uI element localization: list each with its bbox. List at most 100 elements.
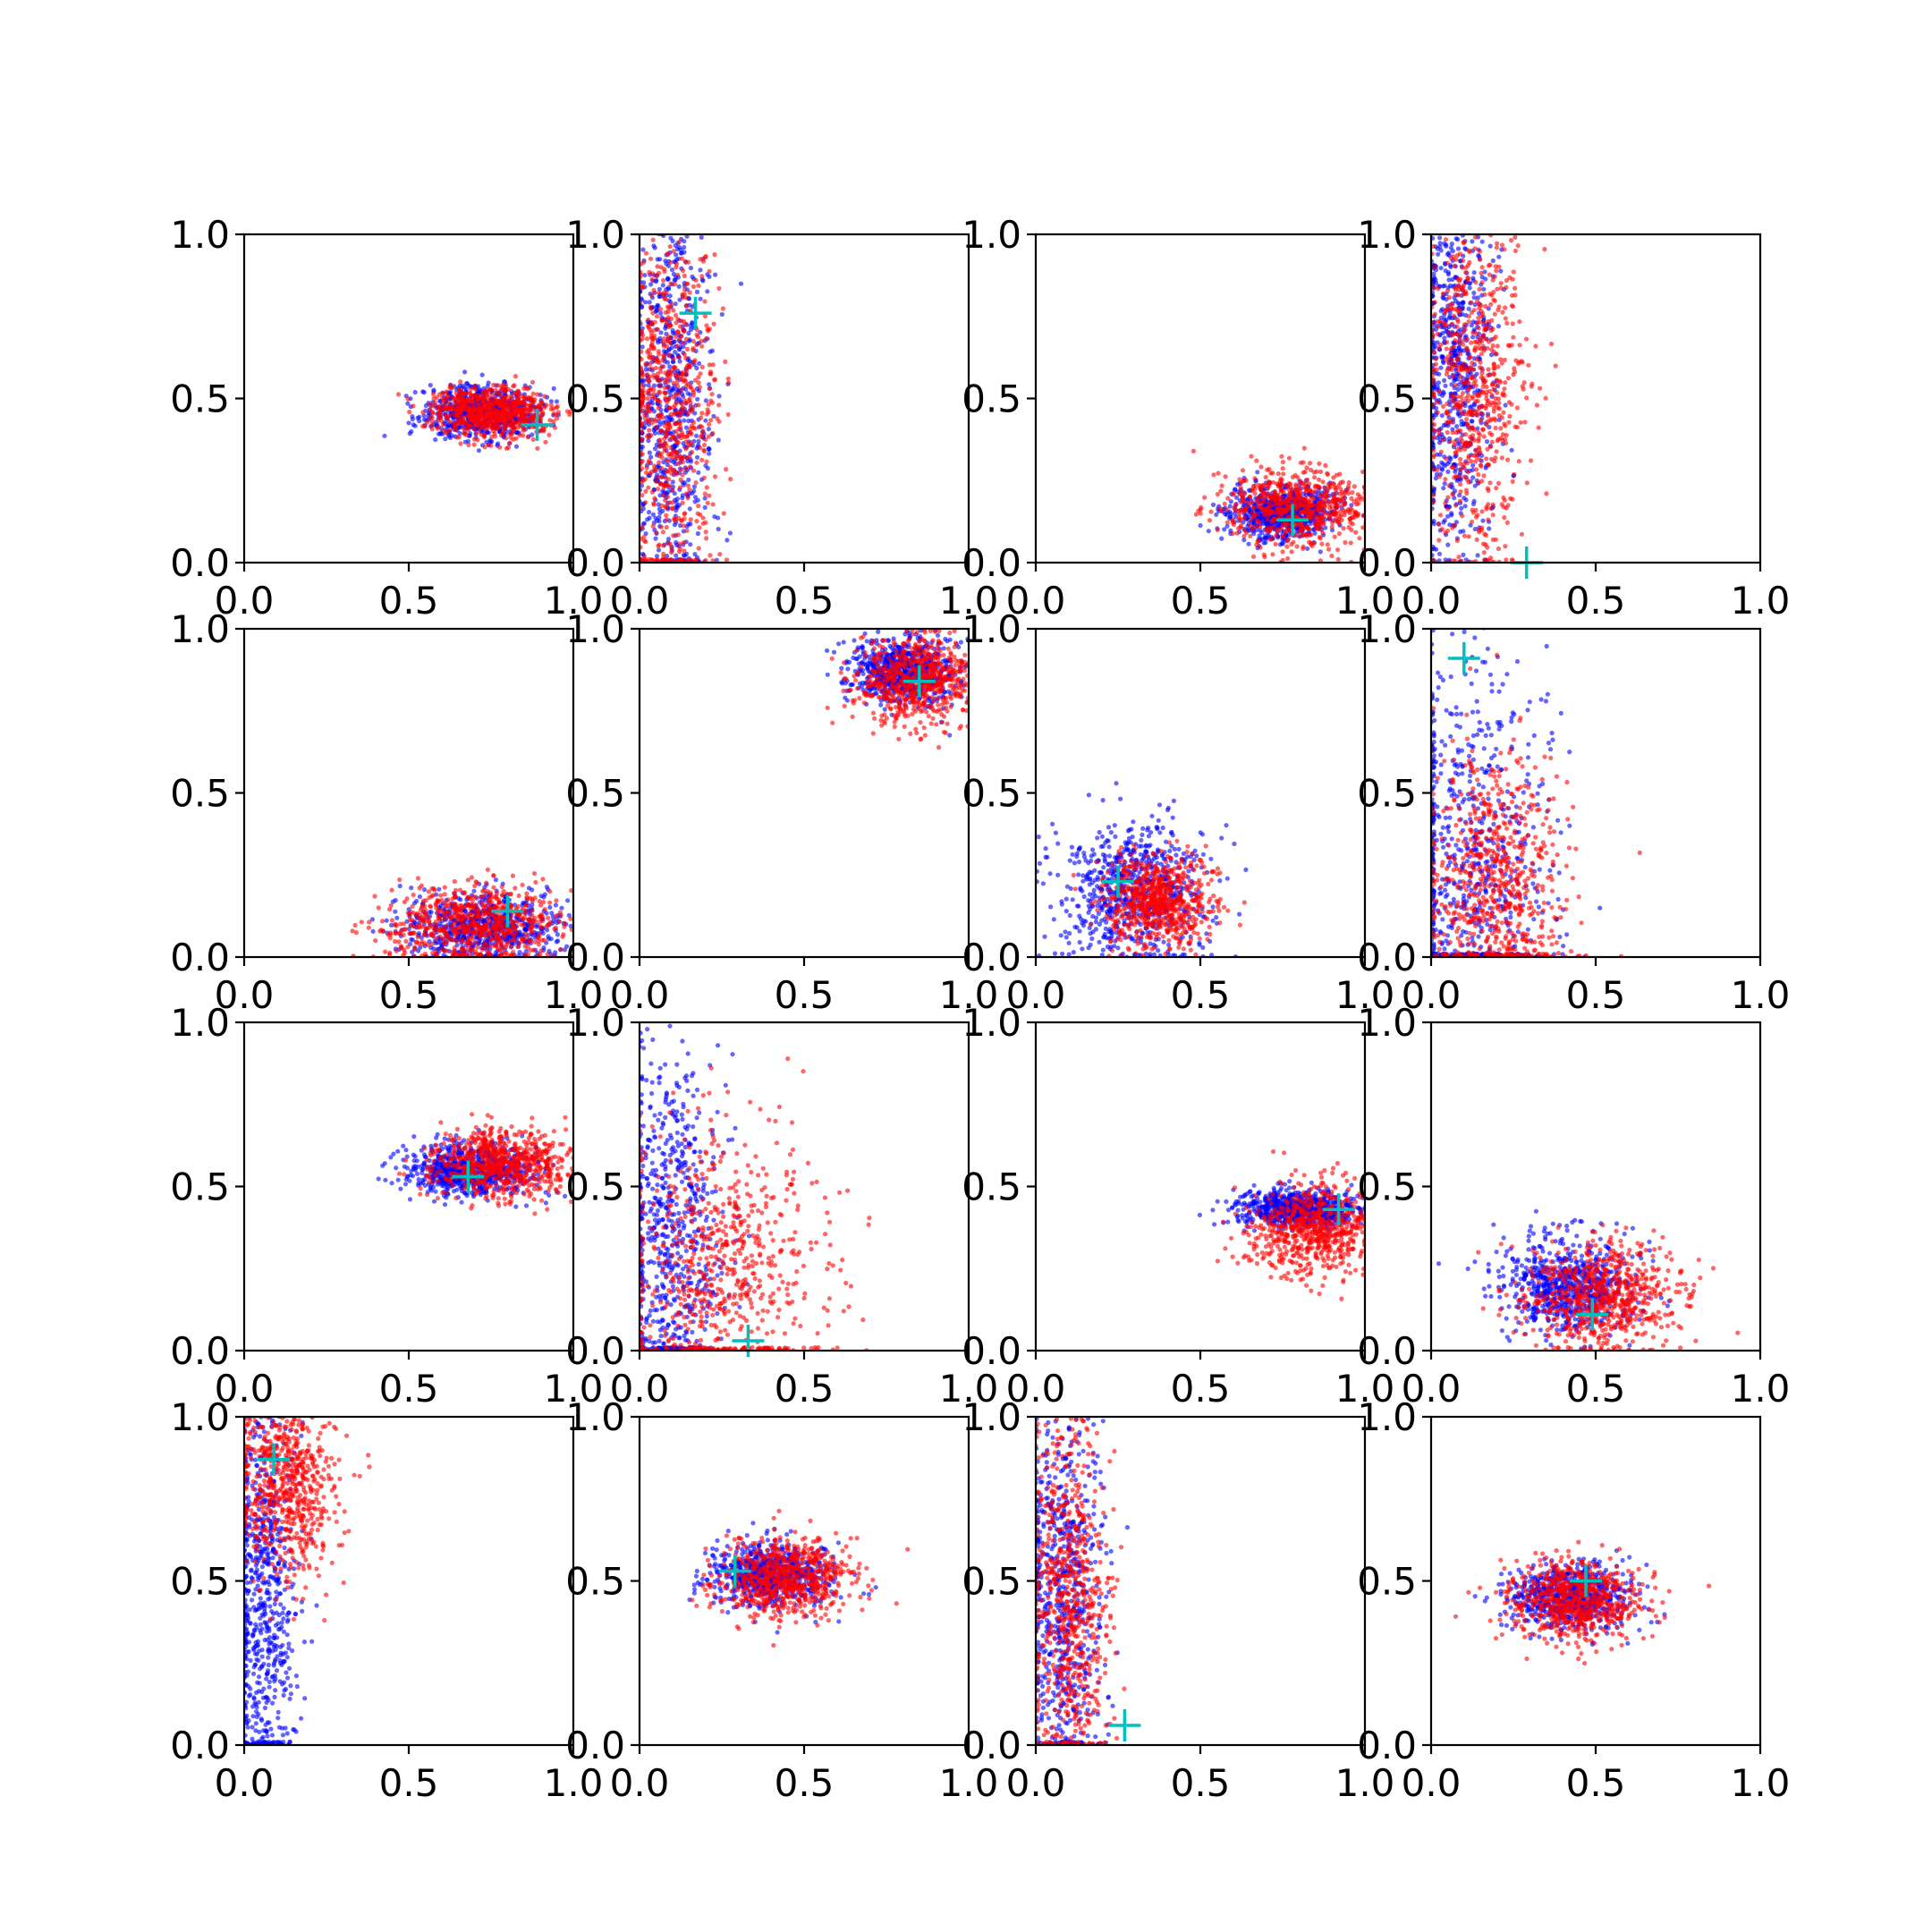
scatter-point <box>1462 504 1468 509</box>
subplot-2: 0.0 0.5 1.00.00.51.0 <box>565 213 998 623</box>
scatter-point <box>699 343 705 349</box>
scatter-point <box>670 434 675 439</box>
scatter-point <box>661 336 667 342</box>
centroid-marker <box>1276 504 1309 537</box>
scatter-point <box>660 530 666 535</box>
scatter-point <box>1292 521 1298 526</box>
scatter-point <box>1312 530 1318 536</box>
scatter-point <box>501 412 507 419</box>
scatter-point <box>487 387 493 393</box>
scatter-point <box>1431 350 1436 355</box>
scatter-point <box>653 419 658 424</box>
scatter-point <box>504 385 509 390</box>
scatter-point <box>1445 251 1450 257</box>
scatter-point <box>529 403 534 410</box>
scatter-point <box>708 553 713 558</box>
scatter-point <box>1440 354 1445 360</box>
scatter-point <box>698 267 703 273</box>
scatter-point <box>723 359 728 364</box>
scatter-point <box>1449 382 1454 387</box>
scatter-point <box>674 261 680 267</box>
scatter-point <box>662 269 667 275</box>
scatter-point <box>1198 522 1203 529</box>
scatter-point <box>641 521 648 526</box>
scatter-point <box>436 392 442 397</box>
scatter-point <box>701 442 708 448</box>
scatter-point <box>450 395 456 401</box>
scatter-point <box>547 418 553 423</box>
scatter-point <box>1322 510 1327 515</box>
scatter-point <box>683 383 690 388</box>
scatter-point <box>644 336 650 342</box>
scatter-point <box>1286 480 1292 487</box>
scatter-point <box>1436 440 1443 445</box>
scatter-point <box>714 557 719 563</box>
scatter-point <box>653 536 658 541</box>
scatter-point <box>682 244 687 250</box>
scatter-point <box>1436 251 1441 257</box>
scatter-point <box>1206 529 1211 534</box>
scatter-point <box>674 379 680 385</box>
scatter-point <box>1446 360 1452 366</box>
scatter-point <box>1267 495 1273 500</box>
scatter-point <box>1313 514 1318 520</box>
scatter-point <box>660 292 665 298</box>
scatter-point <box>1216 470 1221 476</box>
scatter-point <box>676 410 682 415</box>
scatter-point <box>1234 530 1240 536</box>
scatter-point <box>504 398 511 403</box>
scatter-point <box>665 469 671 474</box>
scatter-point <box>1285 538 1291 544</box>
scatter-point <box>539 410 546 415</box>
scatter-point <box>1312 475 1318 480</box>
scatter-point <box>1313 483 1318 488</box>
scatter-point <box>420 410 426 415</box>
scatter-point <box>1461 552 1466 558</box>
scatter-point <box>683 303 689 309</box>
scatter-point <box>464 381 470 386</box>
scatter-point <box>673 282 678 287</box>
scatter-point <box>1452 442 1457 448</box>
scatter-point <box>465 438 471 444</box>
scatter-point <box>710 362 716 368</box>
scatter-point <box>660 357 665 362</box>
scatter-point <box>640 398 644 403</box>
scatter-point <box>667 464 674 470</box>
scatter-point <box>655 375 661 380</box>
scatter-point <box>658 310 664 316</box>
scatter-point <box>1449 242 1454 247</box>
scatter-point <box>696 504 701 509</box>
scatter-point <box>699 274 705 279</box>
scatter-point <box>703 254 708 259</box>
scatter-point <box>641 280 647 285</box>
scatter-point <box>651 287 657 293</box>
scatter-point <box>429 427 435 432</box>
scatter-point <box>1471 290 1477 296</box>
scatter-point <box>1250 511 1255 516</box>
scatter-point <box>678 522 683 529</box>
scatter-point <box>1256 538 1261 544</box>
scatter-point <box>471 436 478 442</box>
scatter-point <box>691 338 697 344</box>
scatter-point <box>1318 527 1323 532</box>
scatter-point <box>666 421 672 427</box>
scatter-point <box>1472 301 1478 308</box>
scatter-point <box>697 525 702 530</box>
scatter-point <box>1357 536 1362 541</box>
scatter-point <box>1436 286 1441 292</box>
scatter-point <box>681 344 686 350</box>
scatter-point <box>640 445 646 450</box>
scatter-point <box>1455 442 1461 447</box>
scatter-point <box>668 259 674 265</box>
scatter-point <box>524 411 530 416</box>
scatter-point <box>689 431 694 436</box>
scatter-point <box>1246 541 1251 547</box>
scatter-point <box>470 397 476 402</box>
scatter-point <box>702 299 708 304</box>
scatter-point <box>1267 512 1273 517</box>
scatter-point <box>657 366 664 371</box>
scatter-point <box>1270 524 1275 530</box>
scatter-point <box>1230 530 1235 537</box>
scatter-point <box>1234 495 1240 500</box>
scatter-point <box>1509 447 1514 453</box>
